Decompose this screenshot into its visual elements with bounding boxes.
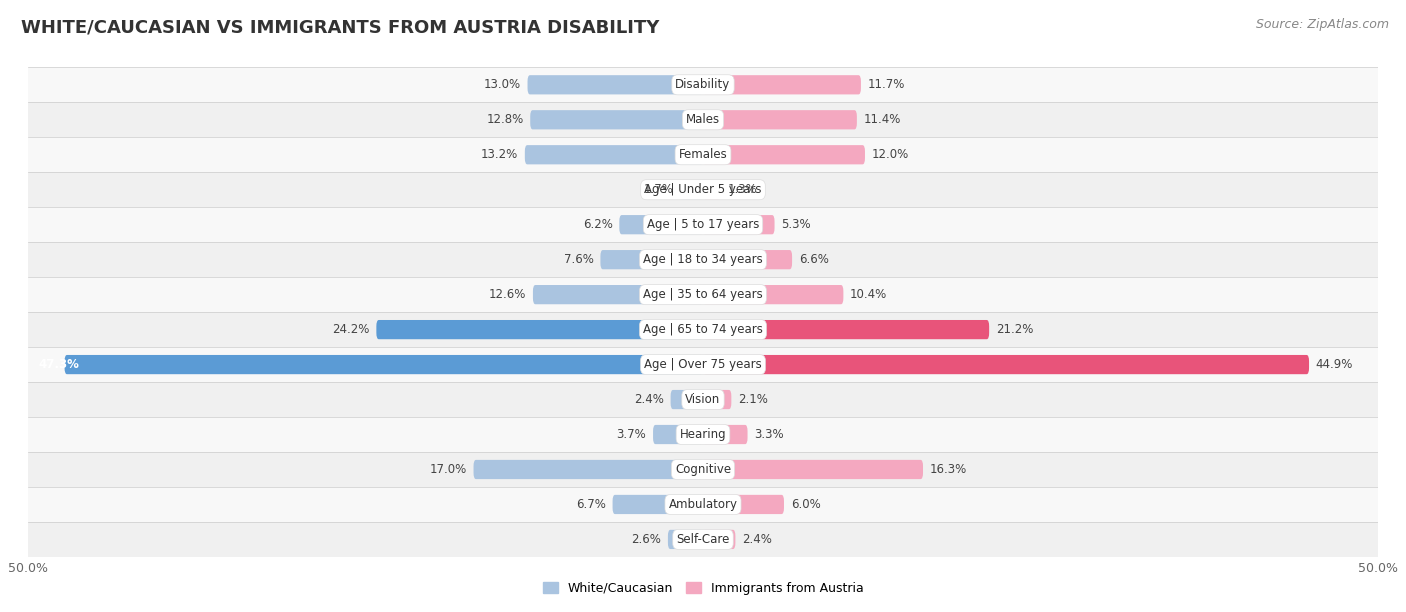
Text: 7.6%: 7.6% <box>564 253 593 266</box>
FancyBboxPatch shape <box>474 460 703 479</box>
Bar <box>28 522 1378 557</box>
Text: Cognitive: Cognitive <box>675 463 731 476</box>
FancyBboxPatch shape <box>703 495 785 514</box>
Text: 1.7%: 1.7% <box>644 183 673 196</box>
FancyBboxPatch shape <box>533 285 703 304</box>
FancyBboxPatch shape <box>681 180 703 200</box>
Text: 6.6%: 6.6% <box>799 253 828 266</box>
FancyBboxPatch shape <box>703 75 860 94</box>
Text: 6.0%: 6.0% <box>790 498 821 511</box>
Bar <box>28 102 1378 137</box>
FancyBboxPatch shape <box>619 215 703 234</box>
Bar <box>28 207 1378 242</box>
Bar <box>28 172 1378 207</box>
FancyBboxPatch shape <box>703 460 922 479</box>
Text: Females: Females <box>679 148 727 161</box>
FancyBboxPatch shape <box>703 145 865 165</box>
Text: 6.2%: 6.2% <box>582 218 613 231</box>
Text: 2.1%: 2.1% <box>738 393 768 406</box>
Text: 2.6%: 2.6% <box>631 533 661 546</box>
FancyBboxPatch shape <box>703 215 775 234</box>
FancyBboxPatch shape <box>703 180 720 200</box>
Text: 3.3%: 3.3% <box>754 428 785 441</box>
Text: 12.0%: 12.0% <box>872 148 908 161</box>
FancyBboxPatch shape <box>703 285 844 304</box>
Text: Males: Males <box>686 113 720 126</box>
Text: 44.9%: 44.9% <box>1316 358 1353 371</box>
Text: 6.7%: 6.7% <box>576 498 606 511</box>
Text: Disability: Disability <box>675 78 731 91</box>
FancyBboxPatch shape <box>377 320 703 339</box>
FancyBboxPatch shape <box>703 530 735 549</box>
Text: 21.2%: 21.2% <box>995 323 1033 336</box>
FancyBboxPatch shape <box>527 75 703 94</box>
FancyBboxPatch shape <box>530 110 703 129</box>
Bar <box>28 347 1378 382</box>
Text: 47.3%: 47.3% <box>39 358 80 371</box>
Bar <box>28 67 1378 102</box>
FancyBboxPatch shape <box>703 320 990 339</box>
Bar <box>28 417 1378 452</box>
Text: 11.4%: 11.4% <box>863 113 901 126</box>
Bar <box>28 382 1378 417</box>
FancyBboxPatch shape <box>703 110 856 129</box>
Text: 10.4%: 10.4% <box>851 288 887 301</box>
Bar <box>28 452 1378 487</box>
Text: 2.4%: 2.4% <box>742 533 772 546</box>
Text: 1.3%: 1.3% <box>727 183 756 196</box>
FancyBboxPatch shape <box>703 250 792 269</box>
Text: Age | Under 5 years: Age | Under 5 years <box>644 183 762 196</box>
Bar <box>28 137 1378 172</box>
Text: Source: ZipAtlas.com: Source: ZipAtlas.com <box>1256 18 1389 31</box>
Text: 12.8%: 12.8% <box>486 113 523 126</box>
Text: 5.3%: 5.3% <box>782 218 811 231</box>
FancyBboxPatch shape <box>524 145 703 165</box>
Text: 3.7%: 3.7% <box>617 428 647 441</box>
Text: 17.0%: 17.0% <box>430 463 467 476</box>
Bar <box>28 312 1378 347</box>
FancyBboxPatch shape <box>703 355 1309 374</box>
Text: Age | Over 75 years: Age | Over 75 years <box>644 358 762 371</box>
Text: Age | 18 to 34 years: Age | 18 to 34 years <box>643 253 763 266</box>
FancyBboxPatch shape <box>652 425 703 444</box>
Bar <box>28 277 1378 312</box>
Text: Hearing: Hearing <box>679 428 727 441</box>
Text: WHITE/CAUCASIAN VS IMMIGRANTS FROM AUSTRIA DISABILITY: WHITE/CAUCASIAN VS IMMIGRANTS FROM AUSTR… <box>21 18 659 36</box>
Text: 2.4%: 2.4% <box>634 393 664 406</box>
Text: Age | 5 to 17 years: Age | 5 to 17 years <box>647 218 759 231</box>
Legend: White/Caucasian, Immigrants from Austria: White/Caucasian, Immigrants from Austria <box>537 577 869 600</box>
FancyBboxPatch shape <box>668 530 703 549</box>
FancyBboxPatch shape <box>703 390 731 409</box>
FancyBboxPatch shape <box>600 250 703 269</box>
FancyBboxPatch shape <box>671 390 703 409</box>
FancyBboxPatch shape <box>65 355 703 374</box>
Bar <box>28 487 1378 522</box>
Text: 11.7%: 11.7% <box>868 78 905 91</box>
FancyBboxPatch shape <box>703 425 748 444</box>
Bar <box>28 242 1378 277</box>
Text: Age | 35 to 64 years: Age | 35 to 64 years <box>643 288 763 301</box>
Text: 16.3%: 16.3% <box>929 463 967 476</box>
Text: 24.2%: 24.2% <box>332 323 370 336</box>
Text: 13.2%: 13.2% <box>481 148 517 161</box>
FancyBboxPatch shape <box>613 495 703 514</box>
Text: 13.0%: 13.0% <box>484 78 520 91</box>
Text: Age | 65 to 74 years: Age | 65 to 74 years <box>643 323 763 336</box>
Text: Self-Care: Self-Care <box>676 533 730 546</box>
Text: 12.6%: 12.6% <box>489 288 526 301</box>
Text: Ambulatory: Ambulatory <box>668 498 738 511</box>
Text: Vision: Vision <box>685 393 721 406</box>
